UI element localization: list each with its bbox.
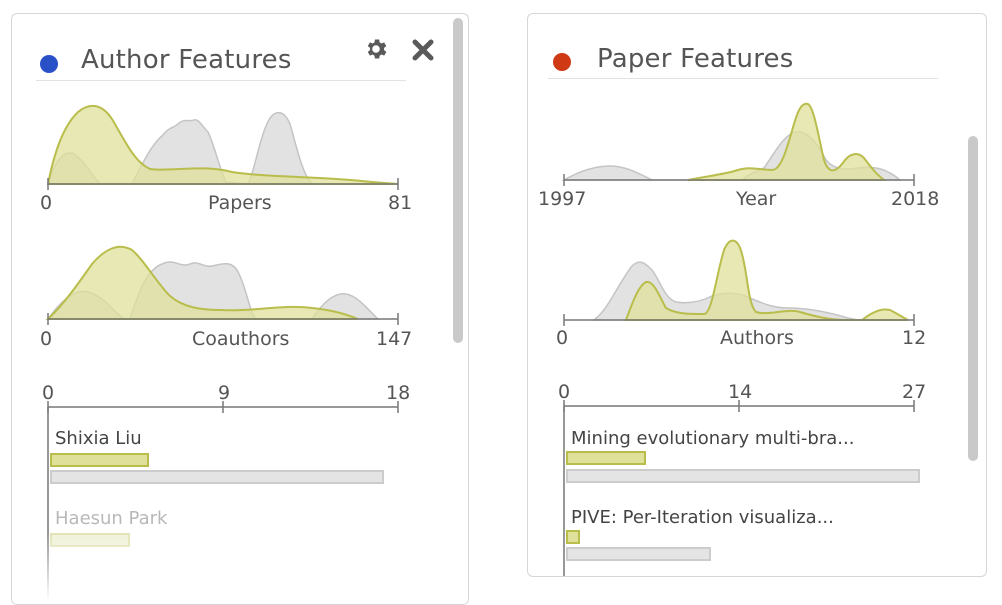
bar-axis-tick-label-1: 14 [728, 381, 753, 403]
bar-axis-tick-label-2: 27 [902, 381, 927, 403]
year-axis-max: 2018 [891, 188, 940, 210]
authors-selected-density [624, 239, 909, 321]
bar-axis-tick-label-1: 9 [218, 382, 231, 404]
authors-axis-min: 0 [556, 327, 569, 349]
author-histograms [45, 104, 399, 604]
papers-axis-min: 0 [40, 192, 53, 214]
paper-histograms [561, 102, 915, 576]
bar-axis-tick-label-0: 0 [42, 382, 55, 404]
authors-axis-max: 12 [902, 327, 927, 349]
author-item-selected-bar[interactable] [50, 453, 149, 467]
gear-icon[interactable] [363, 36, 389, 66]
paper-item-selected-bar[interactable] [566, 451, 646, 465]
papers-selected-density [46, 104, 399, 185]
year-selected-density [687, 102, 887, 181]
author-item-label[interactable]: Haesun Park [55, 508, 168, 529]
list-fade [12, 534, 468, 604]
paper-item-total-bar[interactable] [566, 469, 920, 483]
coauthors-axis-title: Coauthors [192, 328, 290, 350]
bar-axis-tick-label-2: 18 [386, 382, 411, 404]
papers-axis-max: 81 [388, 192, 413, 214]
close-icon[interactable] [411, 38, 435, 66]
panel-header: Paper Features [528, 14, 986, 84]
coauthors-selected-density [45, 245, 359, 320]
author-item-label[interactable]: Shixia Liu [55, 428, 142, 449]
panel-header: Author Features [12, 14, 468, 84]
paper-color-dot [553, 53, 571, 71]
scrollbar[interactable] [453, 18, 463, 343]
panel-title: Author Features [81, 45, 292, 75]
paper-item-label[interactable]: Mining evolutionary multi-bra... [571, 428, 855, 449]
coauthors-axis-max: 147 [376, 328, 413, 350]
papers-axis-title: Papers [208, 192, 272, 214]
header-divider [548, 78, 938, 79]
author-features-panel: Author Features 0 Pape [11, 13, 469, 605]
author-color-dot [40, 55, 58, 73]
scrollbar[interactable] [968, 136, 978, 461]
paper-item-selected-bar[interactable] [566, 530, 580, 544]
paper-item-total-bar[interactable] [566, 547, 711, 561]
bar-axis-tick-label-0: 0 [558, 381, 571, 403]
paper-features-panel: Paper Features 1997 Year 2018 0 Authors … [527, 13, 987, 577]
header-divider [36, 80, 406, 81]
year-axis-min: 1997 [538, 188, 587, 210]
panel-title: Paper Features [597, 44, 794, 74]
year-axis-title: Year [736, 188, 777, 210]
coauthors-axis-min: 0 [40, 328, 53, 350]
paper-item-label[interactable]: PIVE: Per-Iteration visualiza... [571, 507, 834, 528]
authors-axis-title: Authors [720, 327, 794, 349]
author-item-total-bar[interactable] [50, 470, 384, 484]
